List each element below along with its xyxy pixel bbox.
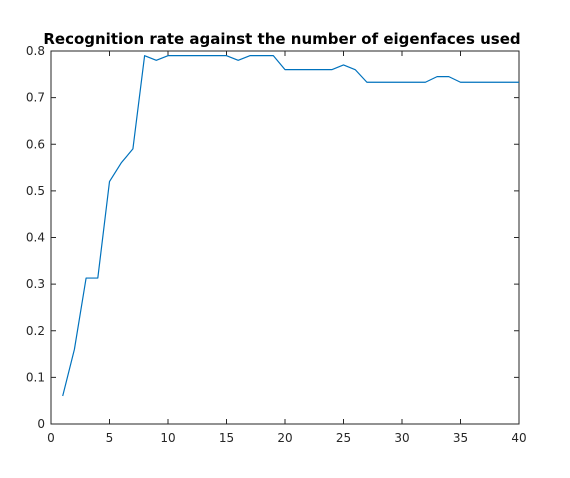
chart-title: Recognition rate against the number of e… bbox=[43, 30, 520, 48]
y-tick-label: 0.8 bbox=[26, 44, 45, 58]
y-tick-label: 0.4 bbox=[26, 231, 45, 245]
x-tick-label: 40 bbox=[511, 431, 526, 445]
x-tick-label: 20 bbox=[277, 431, 292, 445]
y-tick-label: 0.6 bbox=[26, 137, 45, 151]
x-tick-label: 0 bbox=[47, 431, 55, 445]
y-tick-label: 0.7 bbox=[26, 91, 45, 105]
series-line bbox=[62, 55, 519, 397]
y-tick-label: 0.3 bbox=[26, 277, 45, 291]
x-tick-label: 25 bbox=[336, 431, 351, 445]
y-tick-label: 0 bbox=[37, 417, 45, 431]
axes-box bbox=[50, 50, 520, 425]
x-tick-label: 35 bbox=[453, 431, 468, 445]
y-tick-label: 0.1 bbox=[26, 370, 45, 384]
x-tick-label: 10 bbox=[160, 431, 175, 445]
x-tick-label: 30 bbox=[394, 431, 409, 445]
plot-area: 0 5 10 15 20 25 30 35 40 0 0.1 0.2 0.3 0.4 0.5 0.6 0.7 0.… bbox=[26, 44, 527, 445]
x-tick-label: 15 bbox=[219, 431, 234, 445]
x-tick-label: 5 bbox=[106, 431, 114, 445]
y-tick-label: 0.2 bbox=[26, 324, 45, 338]
y-tick-label: 0.5 bbox=[26, 184, 45, 198]
